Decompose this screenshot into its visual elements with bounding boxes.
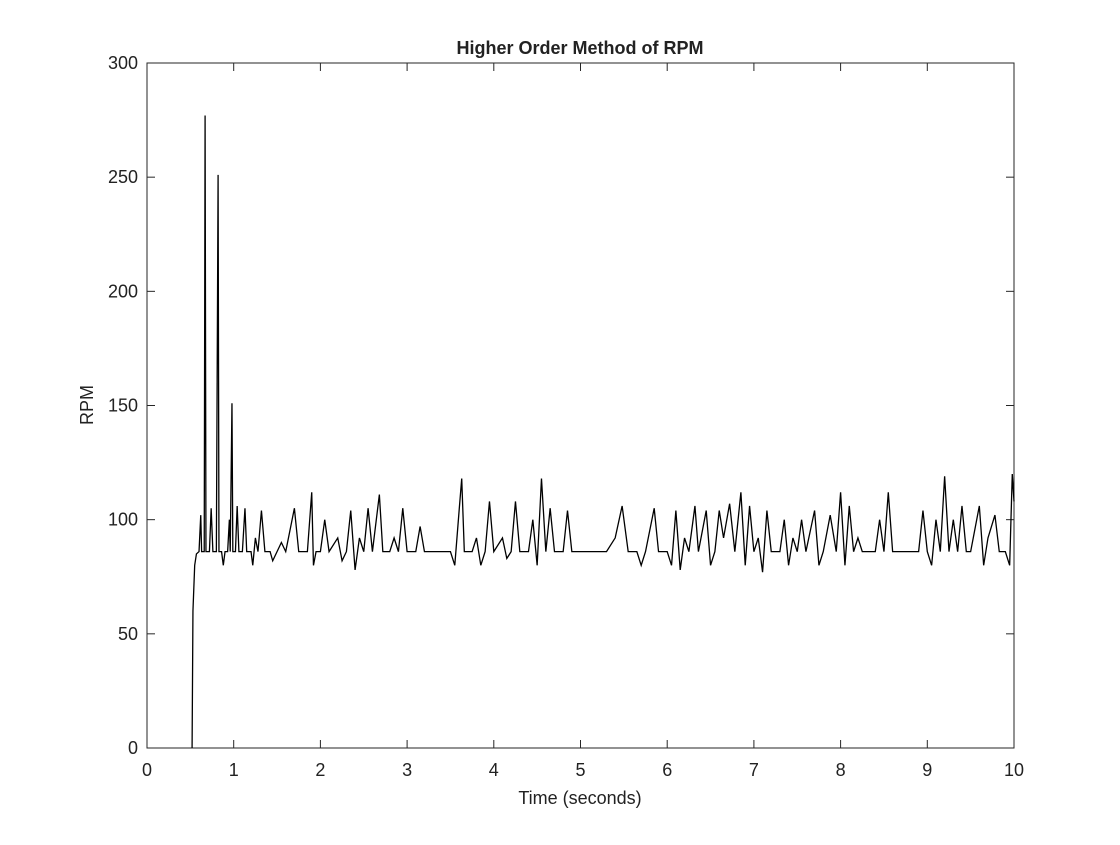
chart-title: Higher Order Method of RPM: [457, 38, 704, 58]
y-tick-label: 50: [118, 624, 138, 644]
x-tick-label: 2: [315, 760, 325, 780]
x-tick-label: 8: [836, 760, 846, 780]
y-tick-label: 0: [128, 738, 138, 758]
data-line: [191, 115, 1015, 749]
axes-box: [146, 62, 1015, 749]
y-axis-label: RPM: [77, 385, 97, 425]
y-tick-label: 250: [108, 167, 138, 187]
x-tick-label: 5: [575, 760, 585, 780]
x-tick-label: 0: [142, 760, 152, 780]
x-tick-label: 1: [229, 760, 239, 780]
x-tick-label: 4: [489, 760, 499, 780]
y-tick-label: 100: [108, 510, 138, 530]
x-tick-label: 6: [662, 760, 672, 780]
y-tick-label: 150: [108, 396, 138, 416]
x-tick-label: 3: [402, 760, 412, 780]
x-tick-label: 7: [749, 760, 759, 780]
x-tick-label: 9: [922, 760, 932, 780]
x-tick-label: 10: [1004, 760, 1024, 780]
y-tick-label: 300: [108, 53, 138, 73]
y-tick-label: 200: [108, 281, 138, 301]
x-axis-label: Time (seconds): [518, 788, 641, 808]
